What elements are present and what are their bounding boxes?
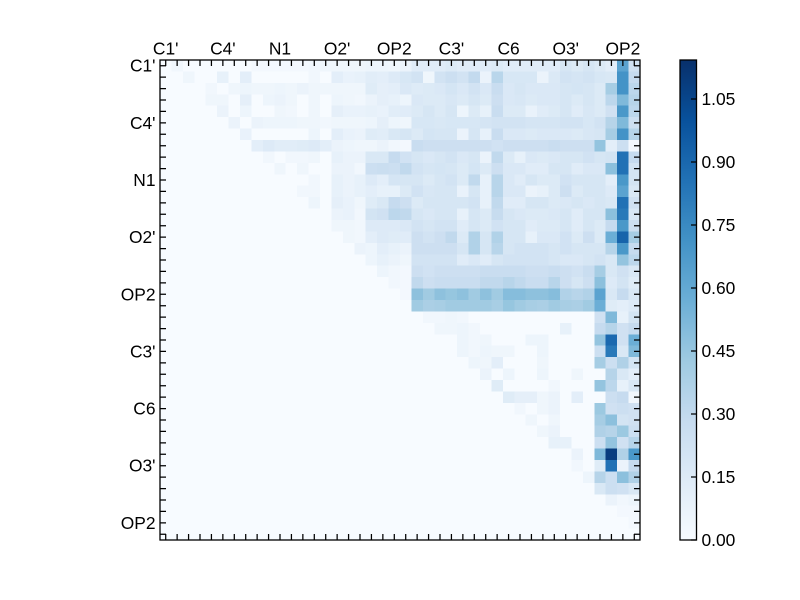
svg-text:C1': C1': [153, 39, 179, 59]
svg-text:O2': O2': [324, 39, 351, 59]
svg-text:C4': C4': [210, 39, 236, 59]
svg-text:C3': C3': [130, 341, 156, 361]
svg-text:C1': C1': [130, 56, 156, 76]
svg-text:C4': C4': [130, 113, 156, 133]
svg-text:0.00: 0.00: [702, 530, 736, 550]
svg-text:O3': O3': [552, 39, 579, 59]
svg-text:O3': O3': [129, 456, 156, 476]
svg-text:0.60: 0.60: [702, 278, 736, 298]
svg-text:C6: C6: [133, 399, 155, 419]
svg-text:OP2: OP2: [121, 284, 156, 304]
svg-text:0.45: 0.45: [702, 341, 736, 361]
svg-text:0.15: 0.15: [702, 467, 736, 487]
svg-text:N1: N1: [269, 39, 291, 59]
svg-text:N1: N1: [133, 170, 155, 190]
svg-text:C6: C6: [497, 39, 519, 59]
svg-text:1.05: 1.05: [702, 89, 736, 109]
svg-text:0.90: 0.90: [702, 152, 736, 172]
svg-text:0.75: 0.75: [702, 215, 736, 235]
svg-text:OP2: OP2: [121, 513, 156, 533]
svg-text:C3': C3': [439, 39, 465, 59]
svg-text:OP2: OP2: [377, 39, 412, 59]
svg-text:OP2: OP2: [605, 39, 640, 59]
svg-text:0.30: 0.30: [702, 404, 736, 424]
svg-text:O2': O2': [129, 227, 156, 247]
